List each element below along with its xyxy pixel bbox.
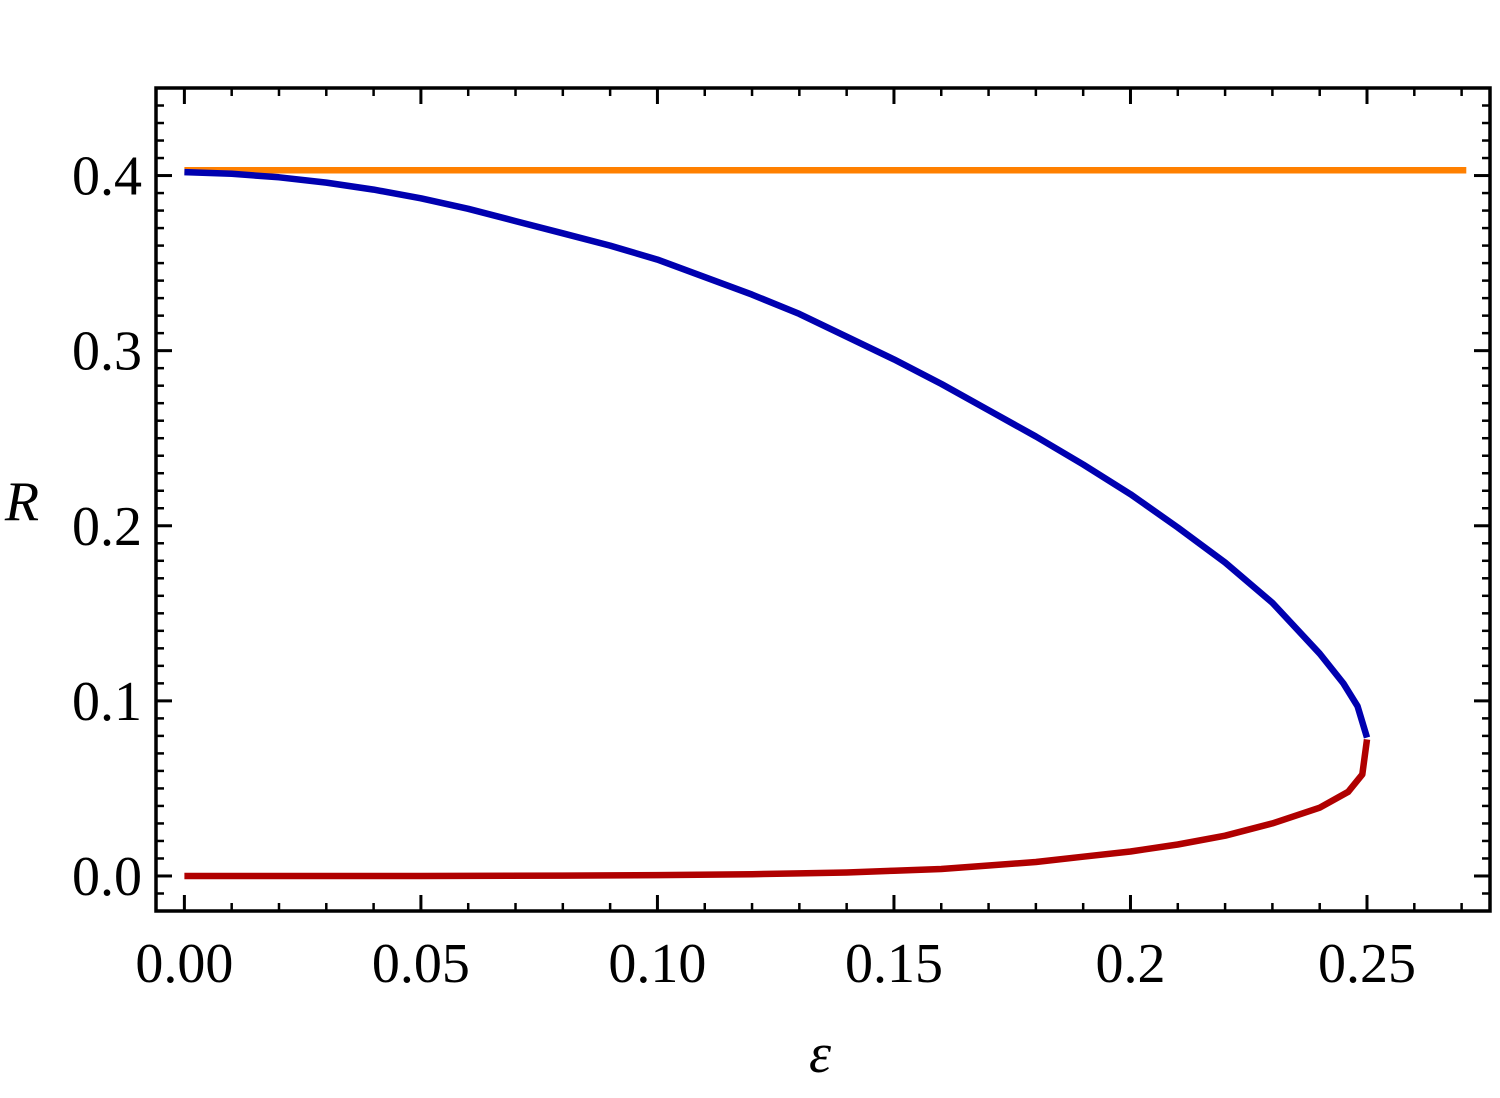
y-axis-label: R xyxy=(4,471,39,533)
x-tick-label: 0.2 xyxy=(1095,933,1165,995)
series-line-3 xyxy=(184,738,1371,880)
y-tick-label: 0.1 xyxy=(72,671,142,733)
x-axis-label: ε xyxy=(809,1023,832,1085)
x-tick-label: 0.15 xyxy=(845,933,943,995)
y-tick-label: 0.4 xyxy=(72,146,142,208)
y-tick-label: 0.0 xyxy=(72,846,142,908)
x-tick-label: 0.00 xyxy=(135,933,233,995)
y-axis-ticks: 0.0 0.1 0.2 0.3 0.4 xyxy=(72,104,1490,908)
plot-frame xyxy=(154,86,1492,913)
series-line-2 xyxy=(184,168,1371,739)
x-tick-label: 0.25 xyxy=(1318,933,1416,995)
x-tick-label: 0.10 xyxy=(608,933,706,995)
series-layer xyxy=(184,167,1467,880)
y-tick-label: 0.3 xyxy=(72,321,142,383)
x-tick-label: 0.05 xyxy=(372,933,470,995)
x-axis-ticks: 0.00 0.05 0.10 0.15 0.2 0.25 xyxy=(135,88,1463,995)
y-tick-label: 0.2 xyxy=(72,496,142,558)
